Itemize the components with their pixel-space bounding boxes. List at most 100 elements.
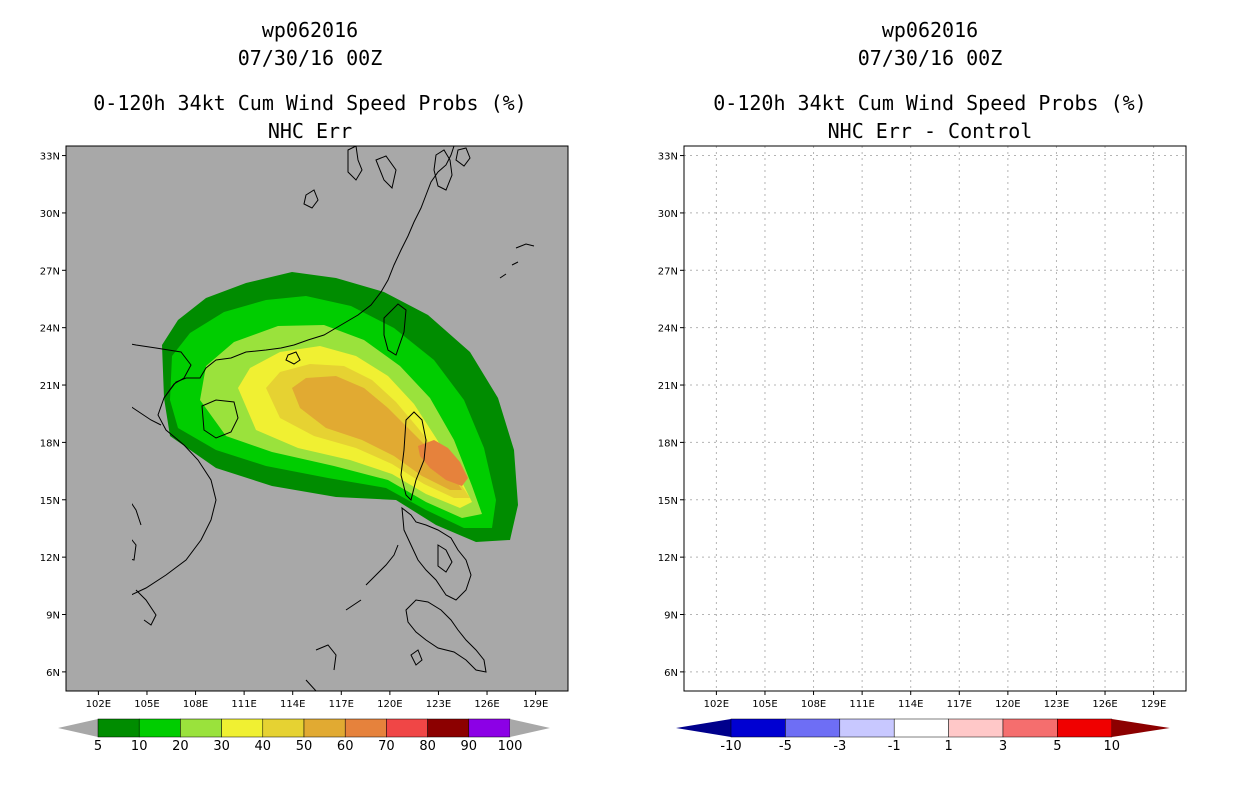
colorbar-high-extension [1111, 719, 1170, 737]
lon-tick-label: 111E [231, 699, 256, 710]
right-map-background [684, 146, 1186, 691]
colorbar-segment [221, 718, 264, 738]
colorbar-segment [1057, 718, 1113, 738]
lat-tick-label: 27N [40, 266, 60, 277]
right-datetime: 07/30/16 00Z [857, 46, 1003, 70]
lon-tick-label: 126E [1092, 699, 1117, 710]
colorbar-low-extension [676, 719, 731, 737]
lat-tick-label: 15N [40, 496, 60, 507]
colorbar-segment [303, 718, 346, 738]
lat-tick-label: 30N [40, 209, 60, 220]
right-map-frame [683, 145, 1187, 692]
colorbar-label: -10 [720, 739, 741, 754]
colorbar-label: 90 [461, 739, 478, 754]
colorbar-segment [262, 718, 305, 738]
colorbar-segment [344, 718, 387, 738]
colorbar-label: 10 [1104, 739, 1121, 754]
colorbar-label: 5 [94, 739, 102, 754]
colorbar-label: 40 [255, 739, 272, 754]
colorbar-segment [468, 718, 511, 738]
lat-tick-label: 27N [658, 266, 678, 277]
left-probability-swath [162, 272, 518, 542]
lon-tick-label: 105E [134, 699, 159, 710]
colorbar-label: 5 [1053, 739, 1061, 754]
colorbar-segment [180, 718, 222, 738]
colorbar-high-extension [510, 719, 550, 737]
lat-tick-label: 9N [664, 611, 678, 622]
lat-tick-label: 12N [40, 553, 60, 564]
lon-tick-label: 117E [329, 699, 354, 710]
colorbar-segment [138, 718, 181, 738]
lon-tick-label: 126E [474, 699, 499, 710]
colorbar-segment [948, 718, 1004, 738]
right-storm-id: wp062016 [881, 18, 979, 42]
lon-tick-label: 108E [801, 699, 826, 710]
lat-tick-label: 33N [40, 152, 60, 163]
colorbar-label: 100 [498, 739, 523, 754]
left-subtitle: NHC Err [267, 119, 353, 143]
colorbar-label: 30 [213, 739, 230, 754]
lat-tick-label: 30N [658, 209, 678, 220]
left-storm-id: wp062016 [261, 18, 359, 42]
colorbar-segment [386, 718, 428, 738]
lat-tick-label: 12N [658, 553, 678, 564]
left-datetime: 07/30/16 00Z [237, 46, 383, 70]
lat-tick-label: 6N [664, 668, 678, 679]
colorbar-low-extension [58, 719, 98, 737]
lon-tick-label: 120E [995, 699, 1020, 710]
colorbar-label: 60 [337, 739, 354, 754]
lon-tick-label: 120E [377, 699, 402, 710]
colorbar-label: 50 [296, 739, 313, 754]
prob-contour-60 [418, 440, 468, 486]
left-map-axes: 33N 30N 27N 24N 21N 18N 15N 12N 9N 6N 102E 105E 108E… [40, 152, 549, 710]
colorbar-segment [1002, 718, 1058, 738]
colorbar-segment [97, 718, 140, 738]
right-map-panel: 33N 30N 27N 24N 21N 18N 15N 12N 9N 6N 102E 105E 108E… [658, 145, 1187, 754]
colorbar-segment [730, 718, 786, 738]
left-coastlines [132, 146, 535, 691]
right-product-title: 0-120h 34kt Cum Wind Speed Probs (%) [713, 91, 1147, 115]
lon-tick-label: 102E [704, 699, 729, 710]
lat-tick-label: 33N [658, 152, 678, 163]
lon-tick-label: 105E [752, 699, 777, 710]
colorbar-label: -1 [888, 739, 901, 754]
lon-tick-label: 108E [183, 699, 208, 710]
lon-tick-label: 111E [849, 699, 874, 710]
lat-tick-label: 24N [40, 324, 60, 335]
lon-tick-label: 102E [86, 699, 111, 710]
lat-tick-label: 21N [658, 381, 678, 392]
right-map-axes: 33N 30N 27N 24N 21N 18N 15N 12N 9N 6N 102E 105E 108E… [658, 152, 1167, 710]
lat-tick-label: 6N [46, 668, 60, 679]
lon-tick-label: 129E [1141, 699, 1166, 710]
left-map-frame [65, 145, 569, 692]
lon-tick-label: 114E [898, 699, 923, 710]
lon-tick-label: 123E [1044, 699, 1069, 710]
lon-tick-label: 129E [523, 699, 548, 710]
colorbar-segment [893, 718, 949, 738]
lat-tick-label: 18N [40, 438, 60, 449]
right-map-gridlines [684, 146, 1186, 691]
prob-contour-50 [292, 376, 462, 490]
colorbar-segment [839, 718, 895, 738]
left-product-title: 0-120h 34kt Cum Wind Speed Probs (%) [93, 91, 527, 115]
colorbar-segment [785, 718, 841, 738]
colorbar-label: 10 [131, 739, 148, 754]
lon-tick-label: 114E [280, 699, 305, 710]
lat-tick-label: 15N [658, 496, 678, 507]
lat-tick-label: 18N [658, 438, 678, 449]
lat-tick-label: 24N [658, 324, 678, 335]
lat-tick-label: 9N [46, 611, 60, 622]
colorbar-label: -3 [833, 739, 846, 754]
colorbar-label: 1 [944, 739, 952, 754]
right-colorbar: -10 -5 -3 -1 1 3 5 10 [676, 718, 1170, 754]
left-colorbar: 5 10 20 30 40 50 60 70 80 90 100 [58, 718, 550, 754]
lat-tick-label: 21N [40, 381, 60, 392]
colorbar-label: 70 [378, 739, 395, 754]
colorbar-segment [427, 718, 470, 738]
lon-tick-label: 123E [426, 699, 451, 710]
lon-tick-label: 117E [947, 699, 972, 710]
colorbar-label: -5 [779, 739, 792, 754]
colorbar-label: 80 [419, 739, 436, 754]
left-map-panel: 33N 30N 27N 24N 21N 18N 15N 12N 9N 6N 102E 105E 108E… [40, 145, 569, 754]
